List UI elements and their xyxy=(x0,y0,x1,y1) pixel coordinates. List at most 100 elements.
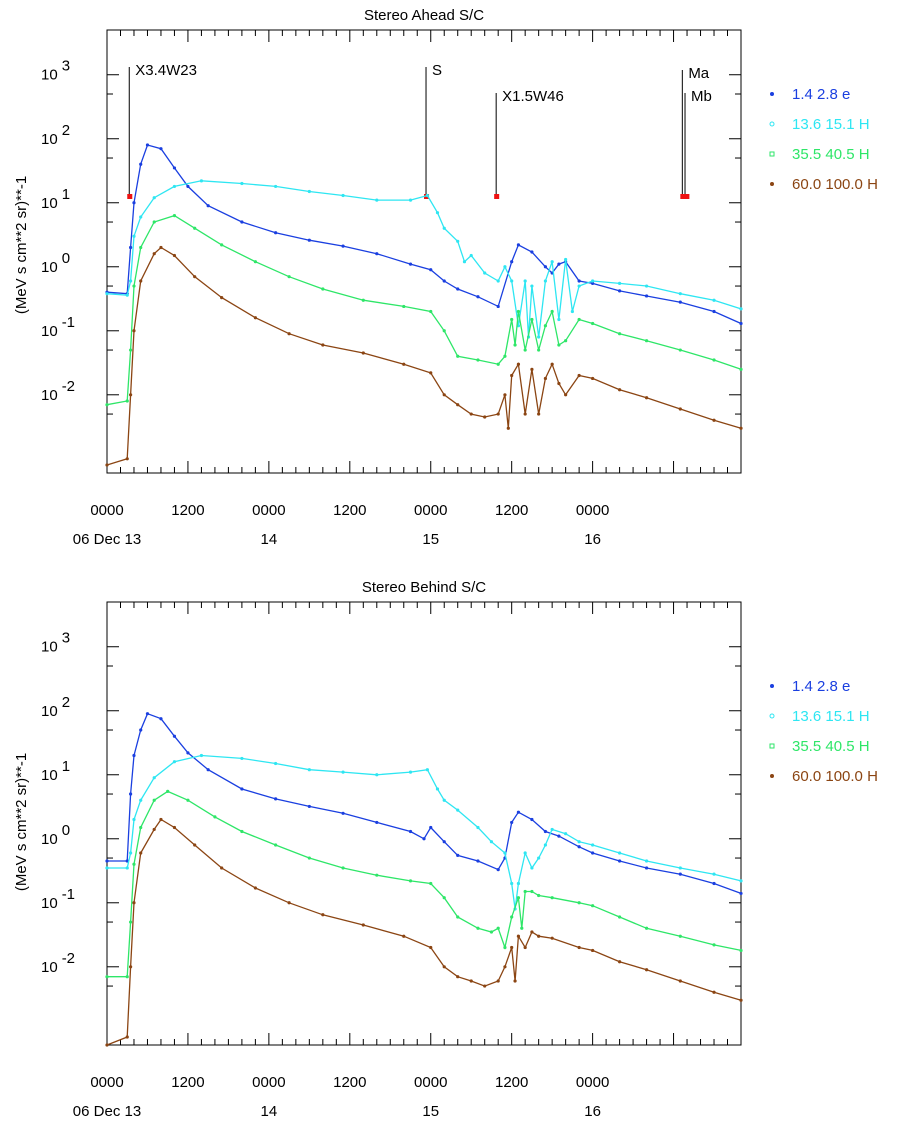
data-point xyxy=(361,298,365,302)
data-point xyxy=(496,926,500,930)
y-axis-label: (MeV s cm**2 sr)**-1 xyxy=(13,753,30,891)
x-tick-label: 1200 xyxy=(171,1074,204,1091)
data-point xyxy=(510,279,514,283)
event-label: X3.4W23 xyxy=(135,62,197,79)
y-tick-base: 10 xyxy=(41,831,58,848)
data-point xyxy=(375,773,379,777)
data-point xyxy=(489,840,494,844)
data-point xyxy=(199,753,204,758)
data-point xyxy=(125,1035,129,1039)
data-point xyxy=(469,253,473,258)
data-point xyxy=(152,827,156,832)
x-tick-label: 1200 xyxy=(333,502,366,519)
data-point xyxy=(496,867,500,872)
data-point xyxy=(712,418,716,422)
data-point xyxy=(523,851,527,855)
data-point xyxy=(152,798,156,802)
data-point xyxy=(456,354,460,358)
data-point xyxy=(429,945,433,950)
data-point xyxy=(476,295,480,299)
x-tick-label: 1200 xyxy=(333,1074,366,1091)
y-tick-label: 102 xyxy=(41,122,70,148)
data-point xyxy=(523,348,527,352)
data-point xyxy=(408,879,413,883)
data-point xyxy=(678,300,682,304)
y-tick-exponent: 0 xyxy=(62,822,70,839)
data-point xyxy=(429,268,433,272)
data-point xyxy=(644,968,649,972)
x-tick-label: 1200 xyxy=(495,1074,528,1091)
x-tick-label: 0000 xyxy=(90,1074,123,1091)
data-point xyxy=(557,381,561,386)
data-point xyxy=(139,279,143,283)
y-tick-exponent: -1 xyxy=(62,886,75,903)
data-point xyxy=(516,243,521,247)
data-point xyxy=(307,768,311,772)
data-point xyxy=(483,415,487,419)
data-point xyxy=(442,279,446,283)
y-tick-label: 10-1 xyxy=(41,886,75,912)
legend-label: 1.4 2.8 e xyxy=(792,678,850,695)
x-tick-label: 1200 xyxy=(171,502,204,519)
data-point xyxy=(408,829,413,834)
legend-marker xyxy=(770,774,774,778)
data-point xyxy=(591,851,595,855)
data-point xyxy=(712,309,716,314)
data-point xyxy=(644,866,649,870)
data-point xyxy=(564,257,568,262)
data-point xyxy=(132,901,136,905)
data-point xyxy=(240,787,244,791)
data-point xyxy=(125,457,129,461)
data-point xyxy=(425,193,429,198)
x-tick-label: 0000 xyxy=(252,1074,285,1091)
data-point xyxy=(429,881,433,886)
data-point xyxy=(129,279,133,283)
data-point xyxy=(429,309,433,314)
data-point xyxy=(193,226,197,230)
y-tick-exponent: 2 xyxy=(62,694,70,711)
data-point xyxy=(139,798,143,802)
data-point xyxy=(341,244,345,248)
data-point xyxy=(159,147,163,151)
data-point xyxy=(496,362,500,366)
y-tick-base: 10 xyxy=(41,639,58,656)
legend-label: 60.0 100.0 H xyxy=(792,176,878,193)
data-point xyxy=(483,271,487,275)
data-point xyxy=(577,840,581,844)
data-point xyxy=(530,817,534,822)
data-point xyxy=(341,866,345,870)
x-tick-label: 0000 xyxy=(414,1074,447,1091)
data-point xyxy=(456,808,460,812)
data-point xyxy=(617,915,622,919)
legend-marker xyxy=(770,182,774,186)
x-date-label: 06 Dec 13 xyxy=(73,1103,141,1120)
data-point xyxy=(274,184,278,189)
series-0 xyxy=(105,712,743,896)
data-point xyxy=(503,965,507,969)
data-point xyxy=(550,362,554,366)
data-point xyxy=(617,332,622,336)
data-point xyxy=(341,770,345,774)
x-date-label: 15 xyxy=(422,1103,439,1120)
legend-label: 60.0 100.0 H xyxy=(792,768,878,785)
y-tick-exponent: 1 xyxy=(62,758,70,775)
data-point xyxy=(220,295,224,300)
y-tick-base: 10 xyxy=(41,703,58,720)
data-point xyxy=(476,926,480,930)
data-point xyxy=(105,975,109,979)
legend-label: 35.5 40.5 H xyxy=(792,738,870,755)
data-point xyxy=(564,339,568,343)
data-point xyxy=(644,926,649,930)
data-point xyxy=(739,891,743,896)
data-point xyxy=(132,329,136,333)
data-point xyxy=(253,886,257,890)
data-point xyxy=(537,412,541,416)
data-point xyxy=(321,287,325,291)
x-date-label: 16 xyxy=(584,531,601,548)
data-point xyxy=(442,840,446,844)
data-point xyxy=(543,843,548,847)
data-point xyxy=(739,367,743,371)
y-tick-base: 10 xyxy=(41,259,58,276)
data-point xyxy=(537,934,541,938)
data-point xyxy=(510,317,514,322)
